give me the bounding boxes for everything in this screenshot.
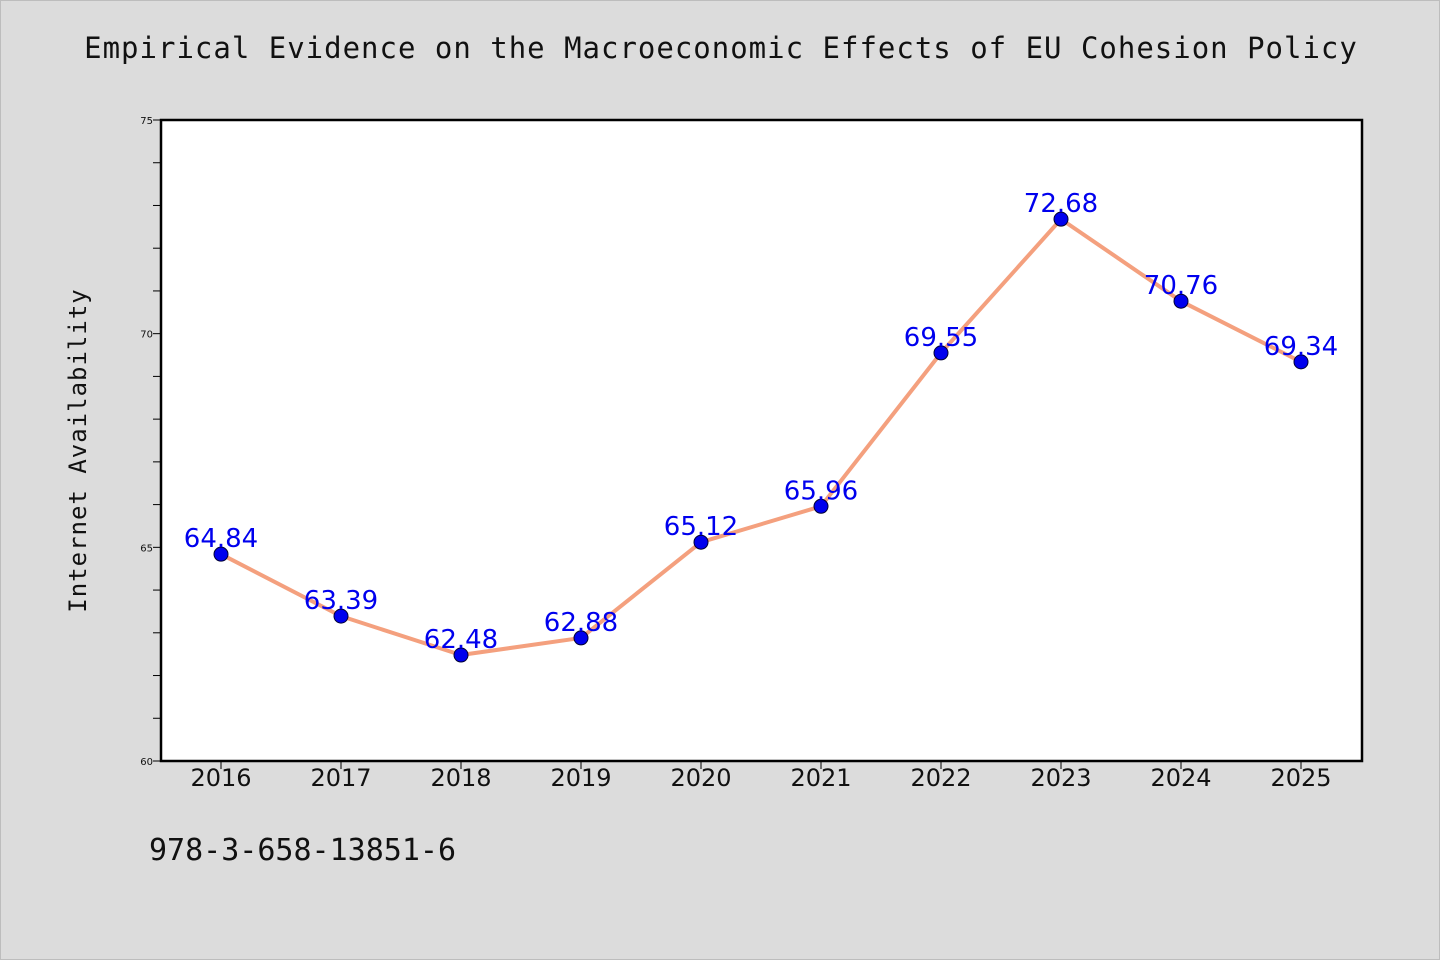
data-label: 69.34 bbox=[1264, 332, 1338, 362]
data-point bbox=[453, 647, 469, 663]
x-tick-label: 2016 bbox=[190, 764, 251, 792]
x-tick-label: 2019 bbox=[550, 764, 611, 792]
x-tick-label: 2023 bbox=[1030, 764, 1091, 792]
data-label: 65.12 bbox=[664, 512, 738, 542]
x-tick-label: 2025 bbox=[1270, 764, 1331, 792]
data-point bbox=[573, 630, 589, 646]
y-tick-label: 65 bbox=[140, 543, 153, 554]
data-label: 64.84 bbox=[184, 524, 258, 554]
data-point bbox=[693, 534, 709, 550]
data-point bbox=[813, 498, 829, 514]
series-group: 64.84 63.39 62.48 62.88 65.12 65.96 69.55 72.68… bbox=[184, 189, 1338, 663]
data-label: 69.55 bbox=[904, 323, 978, 353]
data-point bbox=[933, 345, 949, 361]
series-line bbox=[220, 217, 1302, 658]
data-label: 65.96 bbox=[784, 476, 858, 506]
y-tick-label: 70 bbox=[140, 330, 153, 341]
y-axis: 60 65 70 75 bbox=[140, 116, 161, 768]
x-axis: 2016 2017 2018 2019 2020 2021 2022 2023 2024 2025 bbox=[190, 761, 1332, 792]
data-point bbox=[1053, 211, 1069, 227]
footnote-isbn: 978-3-658-13851-6 bbox=[149, 833, 457, 868]
data-point bbox=[333, 608, 349, 624]
data-label: 72.68 bbox=[1024, 189, 1098, 219]
y-tick-label: 75 bbox=[140, 116, 153, 127]
chart-title: Empirical Evidence on the Macroeconomic … bbox=[84, 31, 1358, 65]
data-label: 62.88 bbox=[544, 608, 618, 638]
y-axis-label: Internet Availability bbox=[64, 288, 92, 612]
data-point bbox=[1293, 354, 1309, 370]
x-tick-label: 2018 bbox=[430, 764, 491, 792]
data-point bbox=[1173, 293, 1189, 309]
x-tick-label: 2021 bbox=[790, 764, 851, 792]
x-tick-label: 2017 bbox=[310, 764, 371, 792]
plot-area bbox=[159, 118, 1364, 763]
data-label: 63.39 bbox=[304, 586, 378, 616]
data-label: 62.48 bbox=[424, 625, 498, 655]
data-point bbox=[213, 546, 229, 562]
y-tick-label: 60 bbox=[140, 757, 153, 768]
x-tick-label: 2020 bbox=[670, 764, 731, 792]
x-tick-label: 2024 bbox=[1150, 764, 1211, 792]
x-tick-label: 2022 bbox=[910, 764, 971, 792]
data-label: 70.76 bbox=[1144, 271, 1218, 301]
